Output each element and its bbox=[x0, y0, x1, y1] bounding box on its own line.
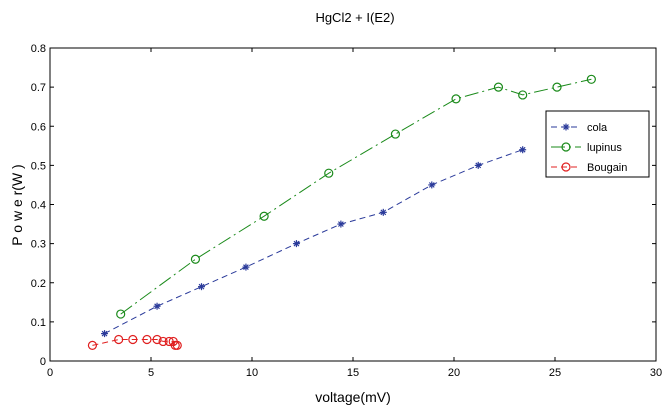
data-point-lupinus bbox=[518, 90, 528, 100]
data-point-cola bbox=[101, 330, 109, 338]
y-tick-label: 0.1 bbox=[31, 317, 46, 329]
legend-marker bbox=[561, 142, 571, 152]
series-bougain bbox=[87, 334, 182, 350]
legend-label: cola bbox=[587, 122, 608, 134]
y-tick-label: 0.6 bbox=[31, 121, 46, 133]
data-point-bougain bbox=[172, 340, 182, 350]
data-point-lupinus bbox=[552, 82, 562, 92]
data-point-cola bbox=[292, 240, 300, 248]
legend-item-cola: cola bbox=[551, 122, 608, 134]
data-point-lupinus bbox=[586, 74, 596, 84]
data-point-bougain bbox=[158, 336, 168, 347]
data-point-cola bbox=[519, 146, 527, 154]
data-point-bougain bbox=[114, 334, 124, 345]
x-tick-label: 30 bbox=[650, 367, 662, 379]
y-axis-label: P o w e r(W ) bbox=[9, 164, 25, 245]
data-point-lupinus bbox=[390, 129, 401, 139]
y-tick-label: 0 bbox=[40, 356, 46, 368]
data-point-lupinus bbox=[116, 309, 126, 319]
data-point-lupinus bbox=[324, 168, 334, 178]
x-tick-label: 5 bbox=[148, 367, 154, 379]
series-line-cola bbox=[104, 149, 523, 335]
data-point-lupinus bbox=[493, 82, 504, 92]
x-tick-label: 25 bbox=[549, 367, 561, 379]
x-tick-label: 20 bbox=[448, 367, 460, 379]
data-point-lupinus bbox=[259, 211, 269, 221]
series-line-lupinus bbox=[120, 78, 592, 315]
y-tick-label: 0.4 bbox=[31, 200, 46, 212]
y-tick-label: 0.2 bbox=[31, 278, 46, 290]
y-tick-label: 0.8 bbox=[31, 43, 46, 55]
data-point-cola bbox=[474, 161, 482, 169]
legend: cola lupinus Bougain bbox=[545, 110, 650, 178]
data-point-cola bbox=[379, 208, 387, 216]
chart-title: HgCl2 + I(E2) bbox=[315, 10, 394, 25]
plot-area bbox=[49, 47, 657, 362]
y-tick-label: 0.3 bbox=[31, 239, 46, 251]
x-tick-label: 0 bbox=[47, 367, 53, 379]
legend-marker bbox=[561, 162, 571, 172]
data-point-cola bbox=[198, 283, 205, 291]
x-axis-label: voltage(mV) bbox=[315, 389, 390, 405]
data-point-lupinus bbox=[190, 254, 201, 264]
data-point-cola bbox=[337, 220, 345, 228]
legend-label: lupinus bbox=[587, 142, 622, 154]
data-point-bougain bbox=[152, 334, 162, 345]
y-tick-label: 0.7 bbox=[31, 82, 46, 94]
legend-item-bougain: Bougain bbox=[551, 162, 627, 174]
series-layer bbox=[87, 74, 596, 350]
x-axis: 0 5 10 15 20 25 30 bbox=[47, 48, 662, 379]
data-point-cola bbox=[242, 263, 250, 271]
y-tick-label: 0.5 bbox=[31, 160, 46, 172]
data-point-cola bbox=[153, 302, 161, 310]
data-point-lupinus bbox=[451, 94, 461, 104]
y-axis: 0 0.1 0.2 0.3 0.4 0.5 0.6 0.7 0.8 bbox=[31, 43, 656, 368]
x-tick-label: 10 bbox=[246, 367, 258, 379]
data-point-cola bbox=[428, 181, 436, 189]
x-tick-label: 15 bbox=[347, 367, 359, 379]
data-point-bougain bbox=[142, 334, 152, 345]
series-lupinus bbox=[116, 74, 596, 319]
legend-label: Bougain bbox=[587, 162, 627, 174]
data-point-bougain bbox=[128, 334, 138, 345]
legend-item-lupinus: lupinus bbox=[551, 142, 622, 154]
legend-marker bbox=[562, 123, 570, 131]
data-point-bougain bbox=[87, 340, 98, 350]
series-cola bbox=[101, 146, 527, 338]
